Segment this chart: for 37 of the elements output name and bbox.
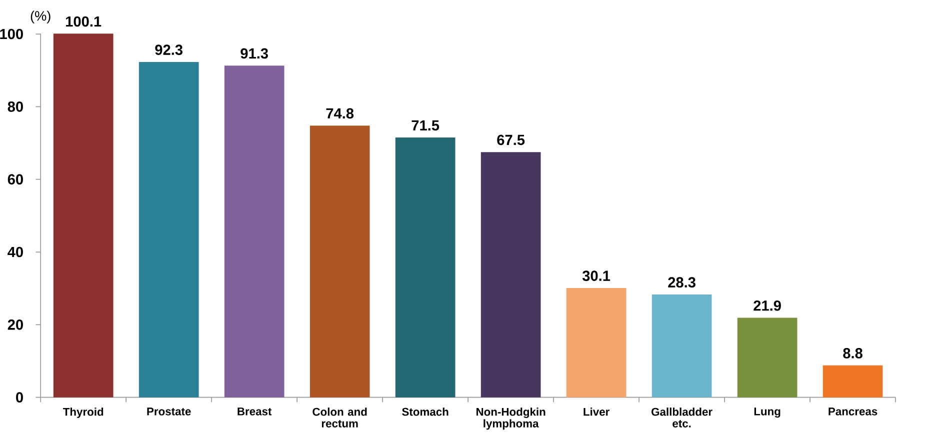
x-tick-label: Stomach <box>402 407 448 416</box>
x-tick-label: Gallbladder etc. <box>652 407 712 428</box>
y-tick-label: 80 <box>8 101 23 112</box>
bar <box>310 125 370 398</box>
data-label: 30.1 <box>582 270 610 281</box>
y-tick-label: 40 <box>8 246 23 258</box>
bar <box>53 34 114 398</box>
y-tick-label: 60 <box>8 174 23 184</box>
x-tick-label: Lung <box>754 407 780 418</box>
data-label: 71.5 <box>412 120 440 130</box>
x-tick-label: Thyroid <box>62 407 104 418</box>
data-label: 8.8 <box>843 348 862 358</box>
x-tick-label: Liver <box>584 407 610 416</box>
y-axis-title: (%) <box>30 10 50 24</box>
bar <box>737 318 798 398</box>
bar <box>395 137 456 398</box>
bar <box>566 288 626 398</box>
data-label: 91.3 <box>240 48 268 59</box>
bar <box>224 66 284 398</box>
bar <box>480 152 541 398</box>
bar <box>822 365 883 398</box>
x-tick-label: Prostate <box>147 407 191 416</box>
x-tick-label: Breast <box>238 407 272 416</box>
data-label: 100.1 <box>66 16 102 27</box>
bar <box>138 62 199 398</box>
data-label: 28.3 <box>668 277 696 288</box>
data-label: 92.3 <box>155 44 182 55</box>
data-label: 67.5 <box>497 134 525 145</box>
x-tick-label: Pancreas <box>828 407 878 416</box>
data-label: 21.9 <box>754 300 781 311</box>
data-label: 74.8 <box>326 108 354 118</box>
y-tick-label: 0 <box>16 392 23 402</box>
x-tick-label: Colon and rectum <box>312 407 367 428</box>
y-tick-label: 20 <box>8 319 23 330</box>
y-tick-label: 100 <box>0 28 23 40</box>
x-tick-label: Non-Hodgkin lymphoma <box>476 407 546 430</box>
bar <box>652 294 712 398</box>
